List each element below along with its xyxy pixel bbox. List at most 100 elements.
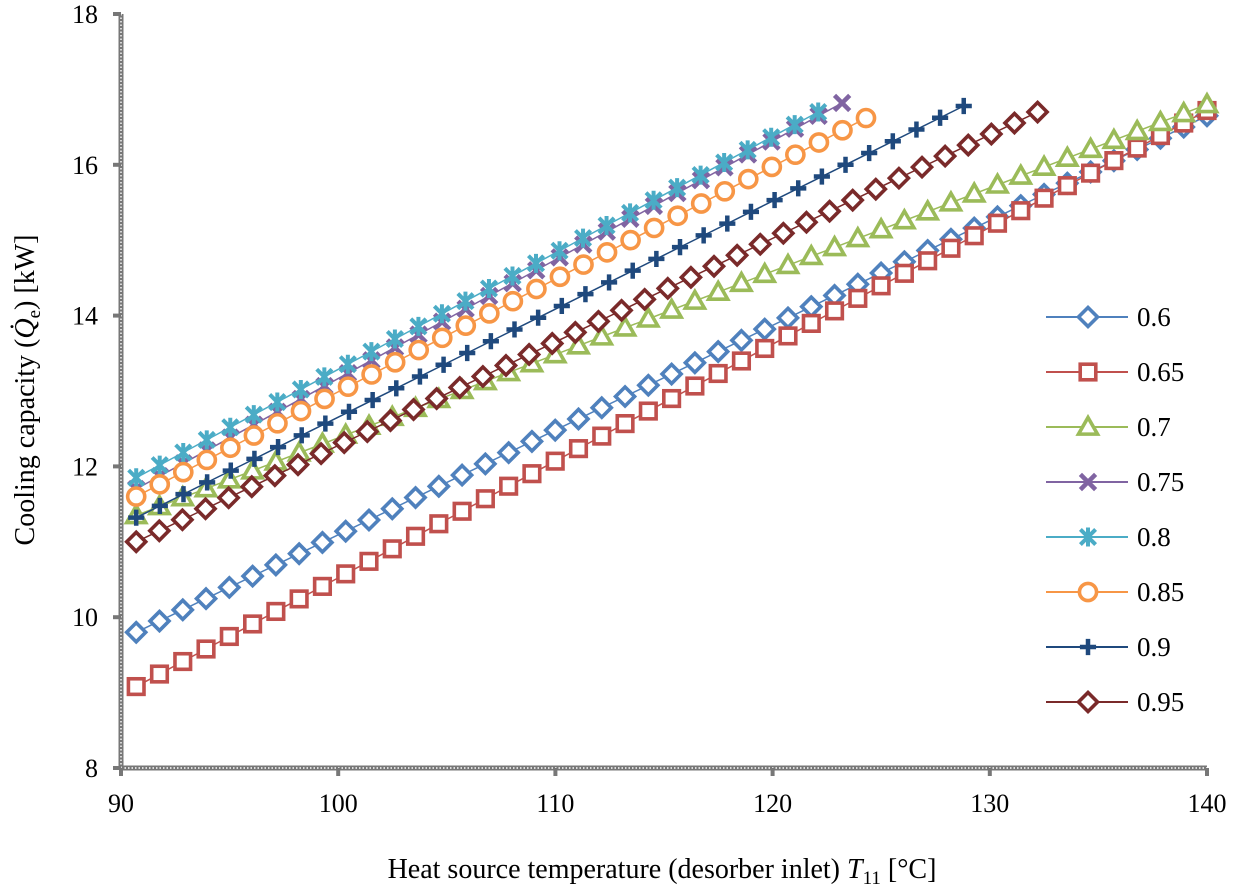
data-point xyxy=(239,474,264,499)
data-point xyxy=(482,333,499,350)
data-point xyxy=(636,373,661,398)
data-point xyxy=(332,430,357,455)
data-point xyxy=(565,332,592,355)
data-point xyxy=(961,180,987,203)
data-point xyxy=(574,228,593,248)
data-point xyxy=(668,178,687,198)
data-point xyxy=(762,127,781,147)
data-point xyxy=(824,301,845,321)
data-point xyxy=(868,216,894,239)
data-point xyxy=(450,463,475,488)
data-point xyxy=(894,263,914,283)
data-point xyxy=(775,305,801,330)
legend-marker xyxy=(1077,581,1099,603)
data-point xyxy=(644,190,663,210)
y-tick-label: 12 xyxy=(72,452,98,481)
data-point xyxy=(589,323,615,346)
data-point xyxy=(526,253,546,273)
data-point xyxy=(635,305,661,328)
data-point xyxy=(175,486,192,503)
series-0.7 xyxy=(123,91,1220,525)
data-point xyxy=(766,192,783,209)
data-point xyxy=(596,242,618,263)
data-point xyxy=(550,241,569,261)
data-point xyxy=(355,419,380,444)
data-point xyxy=(778,326,798,346)
data-point xyxy=(380,496,405,521)
x-tick-label: 100 xyxy=(319,789,358,818)
data-point xyxy=(568,439,589,459)
data-point xyxy=(708,363,728,384)
data-point xyxy=(632,287,657,312)
data-point xyxy=(731,351,752,371)
data-point xyxy=(863,177,888,202)
data-point xyxy=(246,450,263,467)
data-point xyxy=(432,304,451,324)
data-point xyxy=(1031,153,1057,176)
legend-marker xyxy=(1075,689,1101,715)
x-tick-label: 90 xyxy=(108,789,134,818)
x-axis: 90 100 110 120 130 140 xyxy=(108,765,1227,818)
data-point xyxy=(956,133,981,158)
data-point xyxy=(526,278,547,300)
data-point xyxy=(624,262,641,279)
legend-entry-0.7: 0.7 xyxy=(1046,412,1171,442)
data-point xyxy=(216,485,241,510)
data-point xyxy=(193,586,219,611)
data-point xyxy=(174,442,193,462)
series-0.85 xyxy=(125,107,877,507)
data-point xyxy=(1147,109,1174,132)
data-point xyxy=(738,140,757,160)
data-point xyxy=(638,401,658,421)
data-point xyxy=(499,476,519,496)
data-point xyxy=(409,316,428,336)
data-point xyxy=(592,426,612,446)
legend-label: 0.7 xyxy=(1137,412,1171,442)
legend-entry-0.9: 0.9 xyxy=(1046,632,1171,662)
data-point xyxy=(933,144,958,169)
data-point xyxy=(832,93,852,113)
data-point xyxy=(737,168,759,190)
data-point xyxy=(1081,163,1101,183)
data-point xyxy=(549,266,571,288)
data-point xyxy=(801,313,821,333)
data-point xyxy=(340,403,358,420)
series-0.95 xyxy=(124,99,1050,554)
data-point xyxy=(691,165,710,185)
data-point xyxy=(785,115,804,135)
data-point xyxy=(147,609,172,634)
data-point xyxy=(217,575,242,600)
data-point xyxy=(752,261,778,284)
data-point xyxy=(840,188,865,213)
data-point xyxy=(293,427,310,444)
data-point xyxy=(861,144,878,162)
data-point xyxy=(426,474,451,499)
data-point xyxy=(405,526,426,546)
legend: 0.6 0.65 0.7 0.75 0.8 0.85 0.9 0.95 xyxy=(1046,302,1184,717)
legend-label: 0.95 xyxy=(1137,687,1184,717)
data-point xyxy=(719,215,736,232)
data-point xyxy=(493,353,519,378)
data-point xyxy=(941,238,961,258)
legend-label: 0.9 xyxy=(1137,632,1171,662)
data-point xyxy=(659,296,685,319)
data-point xyxy=(149,474,171,495)
data-point xyxy=(752,317,777,342)
data-point xyxy=(832,119,853,141)
data-point xyxy=(728,270,755,293)
data-point xyxy=(659,361,684,387)
data-point xyxy=(601,274,618,291)
data-point xyxy=(655,276,680,301)
data-point xyxy=(317,415,334,432)
data-point xyxy=(918,251,938,271)
data-point xyxy=(382,539,402,559)
data-point xyxy=(262,463,287,488)
data-point xyxy=(388,380,405,397)
legend-marker xyxy=(1079,638,1097,656)
legend-entry-0.85: 0.85 xyxy=(1046,577,1184,607)
data-point xyxy=(886,166,911,191)
data-point xyxy=(775,252,801,275)
data-point xyxy=(385,329,404,349)
data-point xyxy=(790,180,807,197)
data-point xyxy=(620,229,641,251)
